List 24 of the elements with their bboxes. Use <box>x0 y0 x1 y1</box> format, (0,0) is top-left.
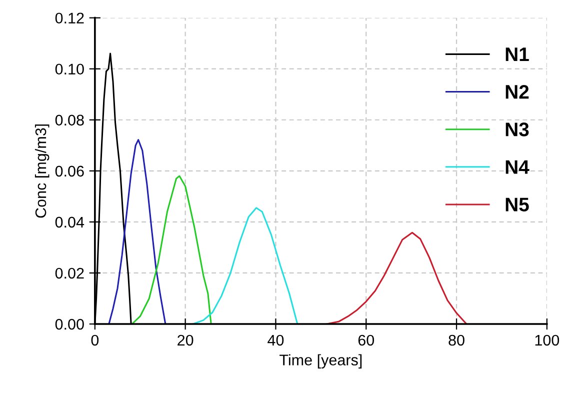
x-tick-label: 0 <box>91 334 99 346</box>
y-tick-label: 0.00 <box>55 318 84 330</box>
legend-label: N3 <box>506 122 529 136</box>
y-tick-label: 0.12 <box>55 12 84 24</box>
line-series <box>131 175 212 324</box>
x-tick-label: 40 <box>268 334 284 346</box>
x-tick-label: 100 <box>535 334 560 346</box>
y-tick-label: 0.10 <box>55 64 84 75</box>
x-axis-title: Time [years] <box>280 354 362 368</box>
y-tick-label: 0.06 <box>55 166 84 177</box>
y-tick-label: 0.02 <box>55 268 84 279</box>
x-tick-label: 20 <box>178 334 194 346</box>
line-series <box>108 139 166 324</box>
x-tick-label: 80 <box>448 334 464 346</box>
legend-label: N4 <box>506 160 530 174</box>
y-axis-title: Conc [mg/m3] <box>34 124 50 218</box>
legend-label: N2 <box>506 84 529 99</box>
legend-label: N1 <box>506 48 529 61</box>
y-tick-label: 0.04 <box>55 216 84 228</box>
line-series <box>326 232 468 324</box>
line-series <box>192 207 298 324</box>
y-tick-label: 0.08 <box>55 114 84 126</box>
x-tick-label: 60 <box>358 334 374 346</box>
legend-label: N5 <box>506 198 529 212</box>
